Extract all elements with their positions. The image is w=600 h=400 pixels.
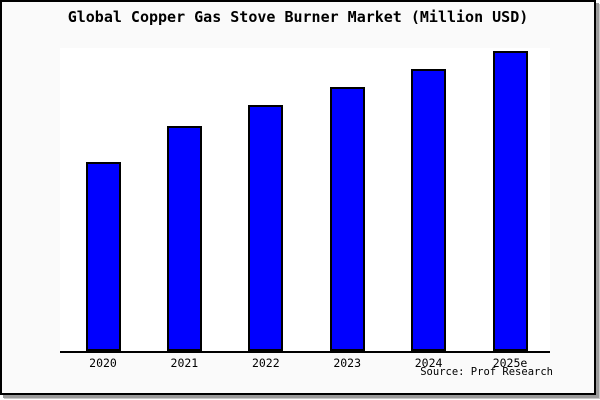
x-axis-label-2023: 2023	[333, 356, 362, 370]
x-axis-label-2024: 2024	[414, 356, 443, 370]
x-axis-label-2020: 2020	[89, 356, 117, 370]
source-credit: Source: Prof Research	[420, 366, 553, 378]
bar-2025e	[492, 51, 528, 351]
bar-2022	[248, 105, 284, 351]
plot-area: 2020 2021 2022 2023 2024 2025e	[60, 48, 550, 370]
bar-2024	[411, 69, 447, 351]
chart-title: Global Copper Gas Stove Burner Market (M…	[67, 8, 529, 26]
x-axis-label-2022: 2022	[251, 356, 280, 370]
bar-2021	[166, 126, 202, 351]
bar-2020	[85, 162, 121, 351]
x-axis-label-2021: 2021	[170, 356, 199, 370]
bar-2023	[329, 87, 365, 351]
x-axis-label-2025e: 2025e	[492, 356, 528, 370]
